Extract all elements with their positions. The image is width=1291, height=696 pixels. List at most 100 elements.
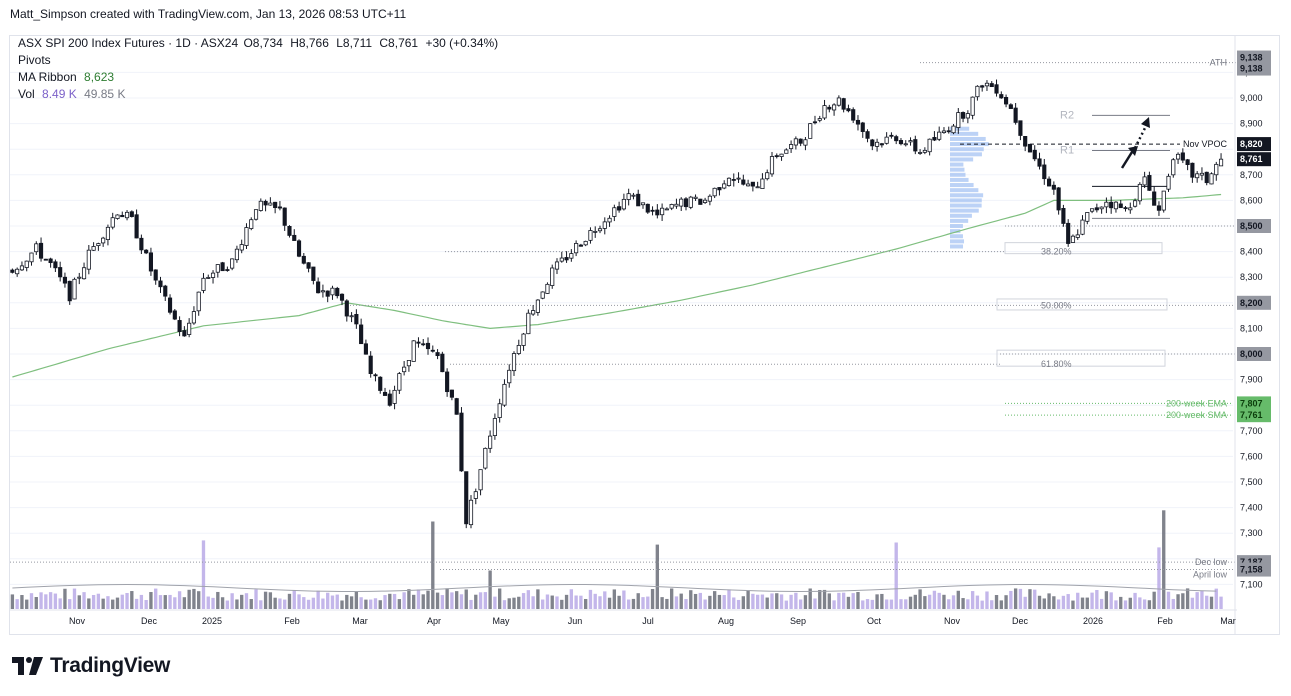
candle-up (215, 264, 220, 273)
volume-bar (865, 599, 870, 609)
price-tag-label: 7,158 (1240, 565, 1263, 575)
volume-bar (1162, 510, 1166, 609)
candle-down (855, 119, 861, 125)
candle-up (1142, 176, 1147, 186)
candle-up (908, 140, 913, 143)
volume-bar (669, 588, 674, 609)
candle-up (593, 230, 598, 233)
indicator-pivots[interactable]: Pivots (18, 52, 498, 69)
candle-up (789, 144, 794, 150)
volume-bar (646, 596, 650, 609)
volume-bar (708, 595, 712, 609)
volume-bar (1152, 591, 1156, 609)
ohlc-high: H8,766 (290, 36, 329, 50)
price-tag: 9,138 (1237, 50, 1271, 65)
volume-bar (206, 596, 210, 609)
symbol-row[interactable]: ASX SPI 200 Index Futures · 1D · ASX24 O… (18, 35, 498, 52)
candle-up (91, 246, 96, 251)
candle-up (191, 311, 196, 324)
volume-profile-bar (950, 224, 963, 228)
volume-bar (512, 597, 516, 609)
volume-bar (521, 593, 526, 609)
volume-bar (383, 595, 387, 609)
volume-bar (120, 594, 124, 609)
volume-bar (564, 594, 569, 609)
volume-bar (908, 596, 913, 609)
candle-down (1027, 143, 1033, 153)
candle-down (416, 341, 421, 344)
candle-down (636, 193, 641, 207)
volume-profile-bar (950, 152, 982, 157)
volume-bar (278, 598, 282, 609)
candle-up (187, 322, 192, 335)
volume-bar (1200, 590, 1204, 609)
pivot-r2-label: R2 (1060, 109, 1074, 121)
indicator-ma-ribbon[interactable]: MA Ribbon 8,623 (18, 69, 498, 86)
volume-bar (10, 594, 15, 609)
candle-up (1199, 172, 1205, 176)
candle-down (1047, 178, 1052, 187)
candle-down (994, 84, 999, 94)
candle-up (81, 267, 87, 280)
time-axis: Nov Dec 2025 Feb Mar Apr May Jun Jul Aug Sep Oct Nov… (9, 609, 1237, 626)
price-tag-label: 9,138 (1240, 53, 1263, 63)
candle-up (1218, 158, 1224, 167)
candle-down (932, 137, 937, 141)
candle-down (894, 136, 899, 142)
candle-down (445, 371, 450, 393)
volume-bar (144, 599, 148, 609)
candle-down (301, 255, 306, 264)
volume-bar (240, 594, 244, 609)
volume-bar (1195, 592, 1199, 609)
volume-bar (765, 597, 769, 609)
candle-up (29, 252, 34, 263)
candle-down (841, 98, 846, 110)
candle-down (1094, 207, 1099, 211)
volume-bar (555, 596, 559, 609)
volume-bar (665, 598, 669, 609)
candle-up (531, 310, 536, 315)
volume-bar (426, 590, 430, 609)
volume-bar (507, 598, 511, 609)
volume-bar (975, 595, 980, 609)
volume-bar (402, 592, 406, 609)
candle-up (569, 253, 574, 259)
price-tick-label: 7,300 (1240, 528, 1263, 538)
volume-bar (20, 595, 24, 609)
volume-profile-bar (950, 208, 979, 213)
volume-bar (755, 594, 760, 609)
time-tick-label: Jun (568, 616, 583, 626)
candle-down (717, 187, 722, 191)
volume-bar (407, 589, 411, 609)
candle-down (1037, 158, 1042, 167)
candle-down (851, 109, 856, 121)
candle-down (287, 226, 292, 236)
candle-down (172, 310, 177, 320)
volume-ma-value: 49.85 K (84, 87, 126, 101)
volume-bar (741, 596, 745, 609)
candle-down (827, 106, 832, 110)
candle-up (397, 373, 402, 391)
candle-down (292, 234, 297, 241)
price-tag: 8,500 (1237, 219, 1271, 233)
volume-bar (292, 589, 296, 609)
candle-up (115, 214, 120, 219)
volume-profile-bar (950, 193, 984, 198)
indicator-volume[interactable]: Vol 8.49 K 49.85 K (18, 86, 498, 103)
volume-bar (650, 589, 655, 609)
pivots-label: Pivots (18, 53, 51, 67)
volume-bar (474, 594, 478, 609)
candle-down (860, 122, 865, 132)
price-tick-label: 7,500 (1240, 477, 1263, 487)
price-tick-label: 8,100 (1240, 323, 1263, 333)
volume-profile-bar (950, 234, 963, 239)
volume-bar (15, 599, 19, 609)
candle-up (664, 208, 669, 211)
volume-bar (201, 540, 206, 609)
volume-bar (889, 599, 894, 609)
price-tag-bg (1237, 347, 1271, 361)
volume-bar (526, 590, 531, 609)
volume-bar (770, 593, 774, 609)
arrow-dotted-head (1141, 117, 1150, 128)
